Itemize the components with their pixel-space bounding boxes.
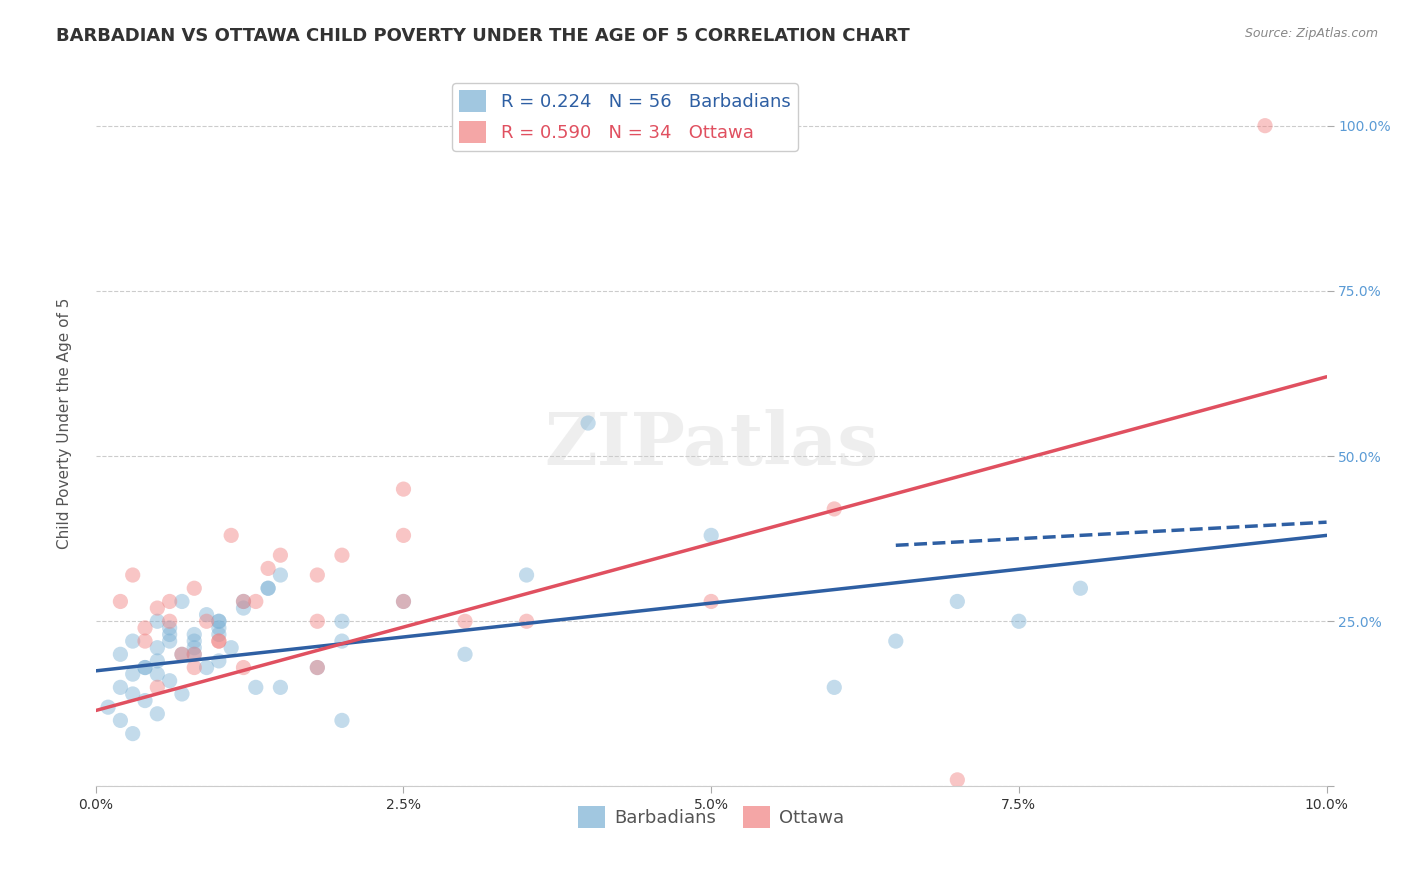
- Point: [208, 621, 231, 635]
- Point: [454, 648, 477, 662]
- Point: [134, 660, 156, 674]
- Point: [700, 594, 723, 608]
- Point: [146, 681, 169, 695]
- Point: [700, 528, 723, 542]
- Point: [330, 634, 353, 648]
- Text: BARBADIAN VS OTTAWA CHILD POVERTY UNDER THE AGE OF 5 CORRELATION CHART: BARBADIAN VS OTTAWA CHILD POVERTY UNDER …: [56, 27, 910, 45]
- Point: [110, 681, 132, 695]
- Point: [134, 693, 156, 707]
- Point: [121, 687, 143, 701]
- Point: [946, 772, 969, 787]
- Point: [307, 615, 329, 629]
- Point: [208, 627, 231, 641]
- Point: [121, 726, 143, 740]
- Point: [110, 648, 132, 662]
- Point: [219, 528, 242, 542]
- Point: [232, 660, 254, 674]
- Point: [134, 634, 156, 648]
- Point: [159, 634, 181, 648]
- Point: [146, 667, 169, 681]
- Point: [232, 594, 254, 608]
- Text: ZIPatlas: ZIPatlas: [544, 409, 879, 481]
- Point: [146, 654, 169, 668]
- Point: [307, 660, 329, 674]
- Point: [183, 648, 205, 662]
- Point: [195, 615, 218, 629]
- Point: [170, 648, 193, 662]
- Point: [121, 568, 143, 582]
- Point: [110, 714, 132, 728]
- Point: [146, 615, 169, 629]
- Point: [307, 568, 329, 582]
- Point: [269, 548, 291, 562]
- Point: [307, 660, 329, 674]
- Point: [183, 581, 205, 595]
- Point: [170, 648, 193, 662]
- Point: [245, 594, 267, 608]
- Point: [159, 615, 181, 629]
- Point: [146, 640, 169, 655]
- Point: [257, 561, 280, 575]
- Point: [159, 621, 181, 635]
- Point: [245, 681, 267, 695]
- Point: [516, 615, 538, 629]
- Point: [823, 502, 845, 516]
- Point: [146, 706, 169, 721]
- Y-axis label: Child Poverty Under the Age of 5: Child Poverty Under the Age of 5: [58, 297, 72, 549]
- Point: [330, 548, 353, 562]
- Point: [1254, 119, 1277, 133]
- Point: [823, 681, 845, 695]
- Point: [195, 607, 218, 622]
- Point: [208, 634, 231, 648]
- Point: [97, 700, 120, 714]
- Point: [232, 601, 254, 615]
- Point: [269, 568, 291, 582]
- Point: [1008, 615, 1031, 629]
- Point: [330, 714, 353, 728]
- Point: [208, 634, 231, 648]
- Point: [392, 528, 415, 542]
- Point: [208, 615, 231, 629]
- Point: [110, 594, 132, 608]
- Point: [516, 568, 538, 582]
- Point: [170, 594, 193, 608]
- Point: [257, 581, 280, 595]
- Point: [183, 640, 205, 655]
- Point: [183, 648, 205, 662]
- Point: [392, 482, 415, 496]
- Point: [576, 416, 599, 430]
- Point: [159, 594, 181, 608]
- Text: Source: ZipAtlas.com: Source: ZipAtlas.com: [1244, 27, 1378, 40]
- Point: [208, 654, 231, 668]
- Point: [392, 594, 415, 608]
- Point: [121, 634, 143, 648]
- Point: [183, 634, 205, 648]
- Point: [159, 673, 181, 688]
- Point: [392, 594, 415, 608]
- Point: [1069, 581, 1091, 595]
- Point: [208, 615, 231, 629]
- Point: [330, 615, 353, 629]
- Point: [183, 660, 205, 674]
- Point: [884, 634, 907, 648]
- Point: [121, 667, 143, 681]
- Point: [170, 687, 193, 701]
- Point: [454, 615, 477, 629]
- Point: [257, 581, 280, 595]
- Point: [146, 601, 169, 615]
- Point: [159, 627, 181, 641]
- Point: [134, 660, 156, 674]
- Point: [219, 640, 242, 655]
- Point: [269, 681, 291, 695]
- Point: [946, 594, 969, 608]
- Legend: Barbadians, Ottawa: Barbadians, Ottawa: [571, 799, 852, 836]
- Point: [195, 660, 218, 674]
- Point: [134, 621, 156, 635]
- Point: [232, 594, 254, 608]
- Point: [183, 627, 205, 641]
